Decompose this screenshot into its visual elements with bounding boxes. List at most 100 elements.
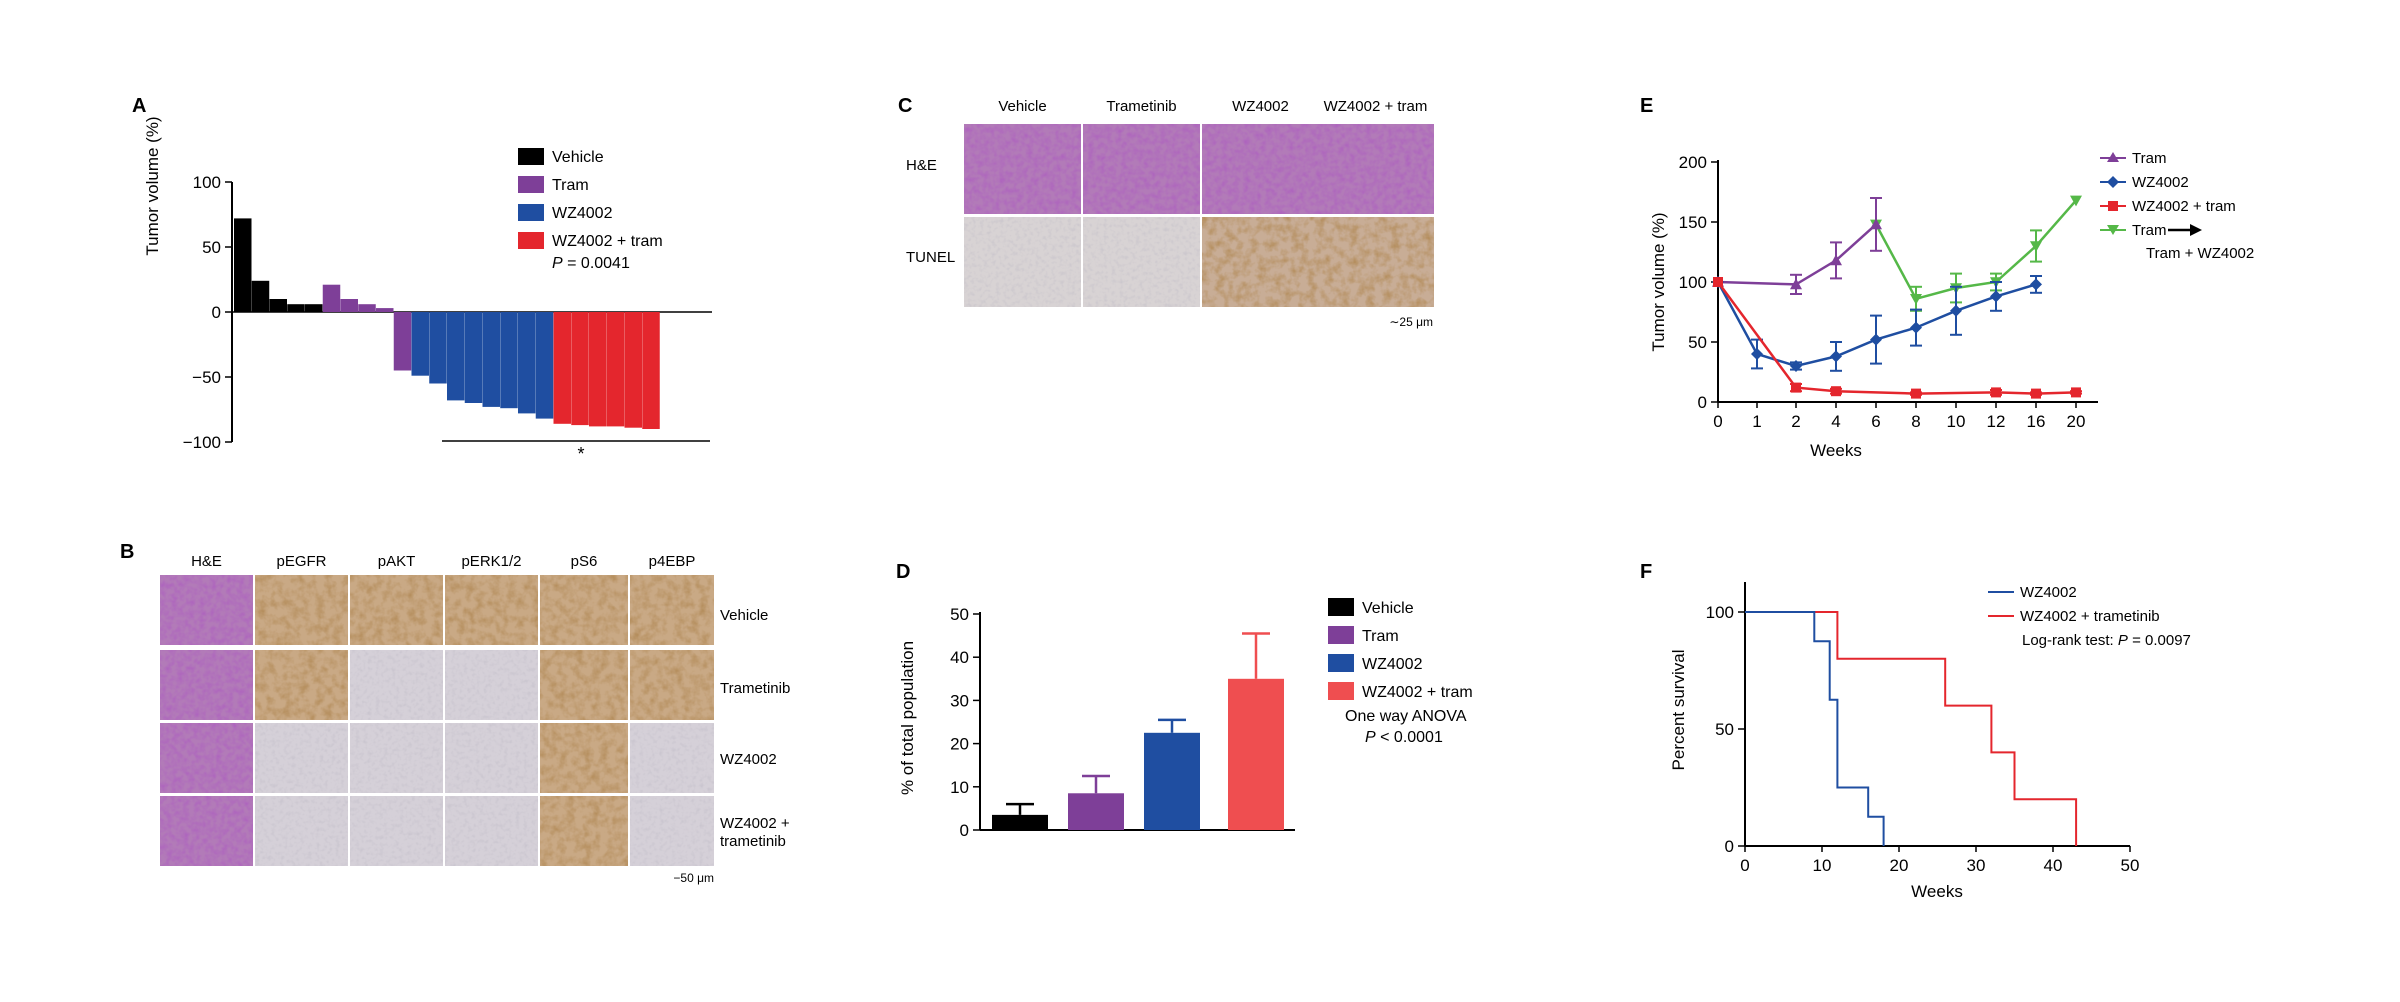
panel-a: A Tumor volume (%) 100500−50−100 Vehicle… [132, 95, 712, 464]
d-legend-label-vehicle: Vehicle [1362, 600, 1414, 617]
panel-b-row-wz4002: WZ4002 [720, 751, 777, 768]
panel-a-bar [607, 312, 625, 426]
e-legend-marker-combo [2108, 201, 2118, 211]
panel-d-ytick-label: 30 [950, 691, 969, 710]
d-legend-swatch-vehicle [1328, 598, 1354, 616]
d-legend-label-tram: Tram [1362, 628, 1399, 645]
panel-e-marker [1870, 334, 1882, 346]
panel-e-xtick-label: 20 [2067, 412, 2086, 431]
panel-b-scale-label: −50 μm [673, 871, 714, 885]
panel-f-xtick-label: 50 [2121, 856, 2140, 875]
e-legend-label-combo: WZ4002 + tram [2132, 198, 2236, 215]
panel-d-bar [1144, 733, 1200, 830]
panel-a-bar [500, 312, 518, 408]
panel-e-marker [1910, 294, 1922, 305]
panel-d-ytick-label: 10 [950, 778, 969, 797]
panel-e-series-line [1876, 200, 2076, 298]
panel-e-marker [1950, 305, 1962, 317]
panel-c-column-label: WZ4002 [1232, 98, 1289, 115]
panel-b-column-label: pAKT [378, 553, 416, 570]
panel-b-column-label: pEGFR [276, 553, 326, 570]
panel-f-xtick-label: 0 [1740, 856, 1749, 875]
panel-a-ytick-label: −100 [183, 433, 221, 452]
panel-e-marker [1990, 290, 2002, 302]
e-legend-label-tram: Tram [2132, 150, 2166, 167]
panel-e-marker [1910, 322, 1922, 334]
panel-a-bar [412, 312, 430, 376]
panel-d-test: One way ANOVA [1345, 708, 1467, 725]
panel-a-bar [341, 299, 359, 312]
panel-e-marker [2030, 278, 2042, 290]
panel-b-row-combo-line1: WZ4002 + [720, 815, 790, 832]
panel-e-marker [1791, 383, 1801, 393]
panel-b-micrograph [160, 650, 253, 720]
legend-swatch-wz4002 [518, 204, 544, 221]
panel-a-bar [376, 308, 394, 312]
panel-f-ytick-label: 50 [1715, 720, 1734, 739]
panel-f-xlabel: Weeks [1911, 882, 1963, 901]
panel-e-marker [1713, 277, 1723, 287]
panel-b-column-label: pS6 [571, 553, 598, 570]
panel-a-label: A [132, 95, 146, 117]
panel-f-ytick-label: 0 [1725, 837, 1734, 856]
panel-d-ytick-label: 0 [960, 821, 969, 840]
panel-c-row-he: H&E [906, 157, 937, 174]
d-legend-label-wz4002: WZ4002 [1362, 656, 1423, 673]
panel-b-micrograph [255, 723, 348, 793]
panel-e-marker [1830, 350, 1842, 362]
panel-e-xlabel: Weeks [1810, 441, 1862, 460]
legend-label-combo: WZ4002 + tram [552, 233, 663, 250]
legend-label-wz4002: WZ4002 [552, 205, 613, 222]
panel-c-column-label: Vehicle [998, 98, 1046, 115]
panel-a-bar [589, 312, 607, 426]
panel-f-xtick-label: 20 [1890, 856, 1909, 875]
d-legend-swatch-wz4002 [1328, 654, 1354, 672]
panel-b-column-label: p4EBP [649, 553, 696, 570]
f-legend-label-wz: WZ4002 [2020, 584, 2077, 601]
panel-b-column-label: H&E [191, 553, 222, 570]
panel-f-xtick-label: 30 [1967, 856, 1986, 875]
panel-a-bar [429, 312, 447, 384]
panel-b-micrograph [350, 723, 443, 793]
panel-b-micrograph [160, 575, 253, 645]
e-legend-label-switch-1: Tram [2132, 222, 2166, 239]
panel-c-micrograph [964, 217, 1081, 307]
panel-a-bar [305, 304, 323, 312]
panel-e-ylabel: Tumor volume (%) [1649, 212, 1668, 351]
panel-c-micrograph [1202, 124, 1319, 214]
panel-b-micrograph [350, 650, 443, 720]
legend-swatch-vehicle [518, 148, 544, 165]
panel-b-micrograph [160, 796, 253, 866]
panel-e-xtick-label: 1 [1752, 412, 1761, 431]
e-legend-label-wz: WZ4002 [2132, 174, 2189, 191]
panel-d: D % of total population 0 10 20 30 40 50 Vehi… [896, 561, 1473, 840]
panel-b-micrograph [445, 723, 538, 793]
e-legend-marker-wz [2107, 176, 2119, 188]
panel-a-bar [287, 304, 305, 312]
panel-b-row-combo-line2: trametinib [720, 833, 786, 850]
d-legend-swatch-combo [1328, 682, 1354, 700]
panel-c-micrograph [1317, 124, 1434, 214]
panel-b-row-vehicle: Vehicle [720, 607, 768, 624]
panel-b-row-trametinib: Trametinib [720, 680, 790, 697]
panel-e-ytick-label: 150 [1679, 213, 1707, 232]
panel-e-marker [2071, 387, 2081, 397]
panel-a-ytick-label: 100 [193, 173, 221, 192]
panel-d-p-value: P < 0.0001 [1365, 729, 1443, 746]
panel-c-micrograph [1083, 217, 1200, 307]
panel-e-ytick-label: 50 [1688, 333, 1707, 352]
panel-e-xtick-label: 6 [1871, 412, 1880, 431]
panel-f-legend: WZ4002 WZ4002 + trametinib Log-rank test… [1988, 584, 2191, 649]
panel-c: C Vehicle Trametinib WZ4002 WZ4002 + tram H… [898, 95, 1434, 329]
panel-a-bar [536, 312, 554, 419]
panel-c-micrograph [964, 124, 1081, 214]
panel-d-label: D [896, 561, 910, 583]
panel-e-xtick-label: 4 [1831, 412, 1840, 431]
panel-e-label: E [1640, 95, 1653, 117]
panel-b-micrograph [255, 796, 348, 866]
e-legend-label-switch-2: Tram + WZ4002 [2146, 245, 2254, 262]
d-legend-label-combo: WZ4002 + tram [1362, 684, 1473, 701]
arrow-right-icon [2190, 224, 2202, 236]
panel-b-column-label: pERK1/2 [461, 553, 521, 570]
